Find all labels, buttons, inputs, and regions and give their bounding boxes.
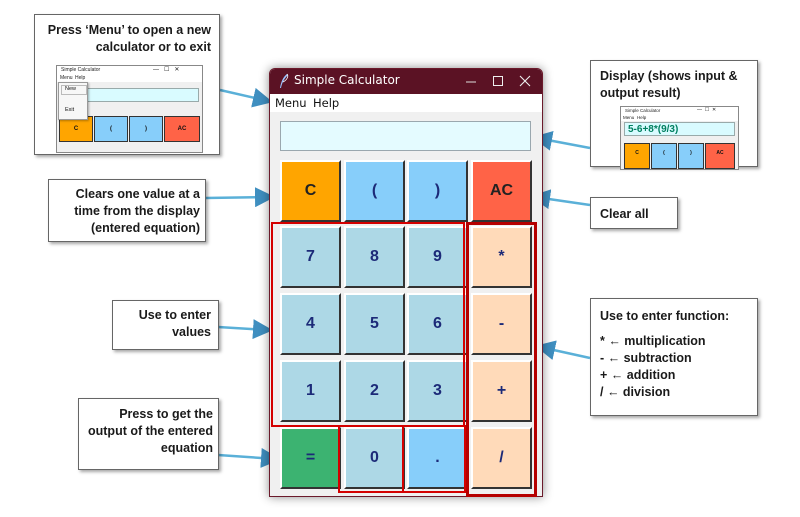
arrow-equals bbox=[217, 447, 281, 468]
menu-help[interactable]: Help bbox=[313, 96, 340, 110]
thumb-window-controls-icon: — ☐ ✕ bbox=[153, 67, 180, 73]
callout-values-text: Use to enter values bbox=[138, 308, 211, 339]
key-8[interactable]: 8 bbox=[344, 226, 405, 288]
callout-functions-heading: Use to enter function: bbox=[600, 309, 730, 323]
close-icon bbox=[519, 75, 531, 87]
multiply-button[interactable]: * bbox=[471, 226, 532, 288]
key-5[interactable]: 5 bbox=[344, 293, 405, 355]
callout-menu: Press ‘Menu’ to open a new calculator or… bbox=[34, 14, 220, 155]
callout-clear-all-text: Clear all bbox=[600, 207, 649, 221]
menu-thumbnail: Simple Calculator — ☐ ✕ Menu Help C ( ) … bbox=[56, 65, 203, 153]
all-clear-button[interactable]: AC bbox=[471, 160, 532, 222]
thumb-menu-help: Help bbox=[75, 75, 86, 81]
callout-clear: Clears one value at a time from the disp… bbox=[48, 179, 206, 242]
callout-menu-text: Press ‘Menu’ to open a new calculator or… bbox=[47, 23, 211, 54]
key-4[interactable]: 4 bbox=[280, 293, 341, 355]
thumb-menu-menu: Menu bbox=[60, 75, 73, 81]
key-1[interactable]: 1 bbox=[280, 360, 341, 422]
thumb2-title-bar: Simple Calculator — ☐ ✕ bbox=[621, 107, 738, 115]
function-item-divide: / ← division bbox=[600, 385, 671, 399]
open-paren-button[interactable]: ( bbox=[344, 160, 405, 222]
thumb2-key-open-paren: ( bbox=[651, 143, 677, 169]
arrow-functions bbox=[535, 340, 591, 360]
arrow-menu bbox=[219, 87, 273, 108]
calculator-window: Simple Calculator Menu Help C ( ) AC 7 8… bbox=[269, 68, 543, 497]
display-field[interactable] bbox=[280, 121, 531, 151]
function-item-subtract: - ← subtraction bbox=[600, 351, 692, 365]
add-button[interactable]: + bbox=[471, 360, 532, 422]
thumb-dropdown-exit: Exit bbox=[65, 107, 75, 113]
equals-button[interactable]: = bbox=[280, 427, 341, 489]
thumb2-menu-help: Help bbox=[637, 115, 647, 120]
close-paren-button[interactable]: ) bbox=[407, 160, 468, 222]
callout-equals: Press to get the output of the entered e… bbox=[78, 398, 219, 470]
thumb2-key-close-paren: ) bbox=[678, 143, 704, 169]
function-item-multiply: * ← multiplication bbox=[600, 334, 706, 348]
decimal-button[interactable]: . bbox=[407, 427, 468, 489]
arrow-display bbox=[532, 130, 591, 151]
feather-icon bbox=[280, 73, 289, 88]
arrow-values bbox=[217, 319, 273, 340]
maximize-icon bbox=[493, 76, 503, 86]
function-item-add: + ← addition bbox=[600, 368, 676, 382]
thumb-key-all-clear: AC bbox=[164, 116, 200, 142]
key-9[interactable]: 9 bbox=[407, 226, 468, 288]
key-7[interactable]: 7 bbox=[280, 226, 341, 288]
key-2[interactable]: 2 bbox=[344, 360, 405, 422]
thumb2-key-clear: C bbox=[624, 143, 650, 169]
subtract-button[interactable]: - bbox=[471, 293, 532, 355]
title-bar: Simple Calculator bbox=[270, 69, 542, 94]
callout-equals-text: Press to get the output of the entered e… bbox=[88, 407, 213, 455]
close-button[interactable] bbox=[508, 69, 542, 94]
callout-values: Use to enter values bbox=[112, 300, 219, 350]
clear-button[interactable]: C bbox=[280, 160, 341, 222]
thumb2-window-controls-icon: — ☐ ✕ bbox=[697, 107, 717, 113]
callout-display-text: Display (shows input & output result) bbox=[600, 69, 738, 100]
thumb-title: Simple Calculator bbox=[61, 67, 101, 73]
thumb-key-clear: C bbox=[59, 116, 93, 142]
thumb-dropdown-new: New bbox=[65, 86, 77, 92]
key-0[interactable]: 0 bbox=[344, 427, 405, 489]
thumb-key-open-paren: ( bbox=[94, 116, 128, 142]
menu-bar: Menu Help bbox=[270, 94, 542, 112]
arrow-clear-all bbox=[530, 189, 591, 210]
window-title: Simple Calculator bbox=[294, 73, 400, 87]
thumb-menu-bar: Menu Help bbox=[57, 75, 202, 82]
thumb2-title: Simple Calculator bbox=[625, 108, 661, 113]
callout-functions: Use to enter function: * ← multiplicatio… bbox=[590, 298, 758, 416]
key-6[interactable]: 6 bbox=[407, 293, 468, 355]
minimize-icon bbox=[466, 81, 476, 83]
key-3[interactable]: 3 bbox=[407, 360, 468, 422]
thumb2-menu-bar: Menu Help bbox=[621, 115, 738, 121]
thumb-title-bar: Simple Calculator — ☐ ✕ bbox=[57, 66, 202, 75]
divide-button[interactable]: / bbox=[471, 427, 532, 489]
thumb2-key-all-clear: AC bbox=[705, 143, 735, 169]
thumb-dropdown-new-box bbox=[61, 85, 87, 95]
minimize-button[interactable] bbox=[454, 69, 488, 94]
thumb-key-close-paren: ) bbox=[129, 116, 163, 142]
thumb-display bbox=[87, 88, 199, 102]
callout-display: Display (shows input & output result) Si… bbox=[590, 60, 758, 170]
callout-clear-text: Clears one value at a time from the disp… bbox=[74, 187, 200, 235]
menu-menu[interactable]: Menu bbox=[275, 96, 307, 110]
thumb2-menu-menu: Menu bbox=[623, 115, 635, 120]
thumb-menu-dropdown: New Exit bbox=[58, 82, 88, 120]
callout-clear-all: Clear all bbox=[590, 197, 678, 229]
maximize-button[interactable] bbox=[481, 69, 515, 94]
display-thumbnail: Simple Calculator — ☐ ✕ Menu Help 5-6+8*… bbox=[620, 106, 739, 170]
thumb2-display: 5-6+8*(9/3) bbox=[624, 122, 735, 136]
arrow-clear bbox=[204, 187, 275, 208]
